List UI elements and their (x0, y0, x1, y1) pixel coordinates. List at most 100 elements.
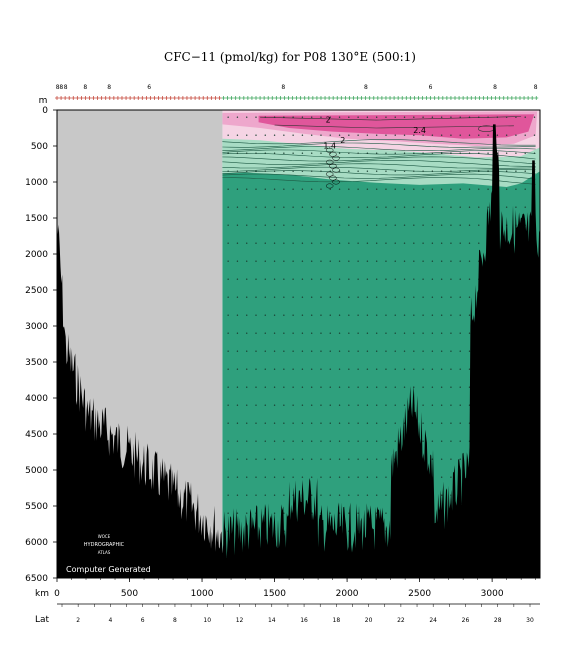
depth-tick-label: 500 (31, 142, 48, 152)
sample-dot (431, 242, 434, 244)
sample-dot (459, 206, 461, 208)
sample-dot (301, 368, 304, 370)
sample-dot (338, 296, 341, 298)
sample-dot (227, 458, 229, 460)
sample-dot (348, 116, 350, 118)
sample-dot (348, 206, 350, 208)
sample-dot (283, 260, 285, 262)
sample-dot (227, 314, 229, 316)
sample-dot (385, 386, 387, 388)
sample-dot (320, 404, 322, 406)
sample-dot (348, 350, 350, 352)
sample-dot (329, 422, 331, 424)
sample-dot (329, 206, 331, 208)
sample-dot (403, 350, 406, 352)
sample-dot (468, 152, 471, 154)
sample-dot (338, 386, 341, 388)
sample-dot (440, 242, 443, 244)
sample-dot (385, 116, 387, 118)
sample-dot (246, 512, 248, 514)
contour-line (222, 152, 536, 160)
sample-dot (273, 458, 276, 460)
sample-dot (329, 188, 331, 190)
sample-dot (403, 332, 406, 334)
sample-dot (264, 242, 266, 244)
sample-dot (403, 224, 406, 226)
sample-dot (515, 170, 517, 172)
sample-dot (246, 350, 248, 352)
sample-dot (264, 224, 266, 226)
sample-dot (338, 260, 341, 262)
sample-dot (524, 170, 526, 172)
sample-dot (273, 368, 276, 370)
sample-dot (366, 170, 369, 172)
sample-dot (329, 296, 331, 298)
sample-dot (450, 314, 452, 316)
contour-line (274, 124, 514, 129)
sample-dot (431, 134, 434, 136)
sample-dot (533, 134, 536, 136)
sample-dot (310, 368, 313, 370)
depth-tick-label: 1500 (25, 214, 48, 224)
sample-dot (246, 458, 248, 460)
contour-value-label: 1.4 (323, 141, 336, 150)
sample-dot (292, 296, 294, 298)
station-number-label: 8 (83, 84, 87, 91)
sample-dot (255, 260, 257, 262)
sample-dot (440, 170, 443, 172)
sample-dot (310, 242, 313, 244)
sample-dot (227, 476, 229, 478)
sample-dot (338, 404, 341, 406)
sample-dot (505, 116, 508, 118)
sample-dot (468, 314, 471, 316)
sample-dot (246, 278, 248, 280)
sample-dot (394, 152, 396, 154)
sample-dot (450, 206, 452, 208)
depth-tick-label: 3500 (25, 358, 48, 368)
sample-dot (292, 116, 294, 118)
sample-dot (320, 458, 322, 460)
sample-dot (422, 296, 424, 298)
sample-dot (385, 404, 387, 406)
sample-dot (236, 260, 239, 262)
sample-dot (348, 188, 350, 190)
sample-dot (487, 206, 489, 208)
km-tick-label: 1500 (263, 589, 286, 599)
sample-dot (273, 116, 276, 118)
sample-dot (310, 332, 313, 334)
sample-dot (329, 440, 331, 442)
sample-dot (236, 242, 239, 244)
sample-dot (431, 296, 434, 298)
sample-dot (357, 152, 359, 154)
sample-dot (292, 278, 294, 280)
sample-dot (440, 152, 443, 154)
sample-dot (468, 332, 471, 334)
sample-dot (273, 314, 276, 316)
sample-dot (440, 350, 443, 352)
sample-dot (329, 512, 331, 514)
sample-dot (505, 170, 508, 172)
sample-dot (459, 368, 461, 370)
sample-dot (338, 440, 341, 442)
sample-dot (357, 134, 359, 136)
sample-dot (273, 134, 276, 136)
sample-dot (459, 422, 461, 424)
sample-dot (375, 368, 378, 370)
sample-dot (422, 278, 424, 280)
sample-dot (385, 188, 387, 190)
contour-line (260, 116, 522, 121)
sample-dot (264, 404, 266, 406)
sample-dot (505, 134, 508, 136)
sample-dot (227, 386, 229, 388)
contour-line (222, 173, 536, 180)
km-tick-label: 500 (121, 589, 138, 599)
sample-dot (348, 404, 350, 406)
sample-dot (310, 296, 313, 298)
station-number-label: 8 (59, 84, 63, 91)
sample-dot (394, 386, 396, 388)
sample-dot (348, 170, 350, 172)
sample-dot (264, 350, 266, 352)
sample-dot (320, 386, 322, 388)
sample-dot (478, 152, 480, 154)
